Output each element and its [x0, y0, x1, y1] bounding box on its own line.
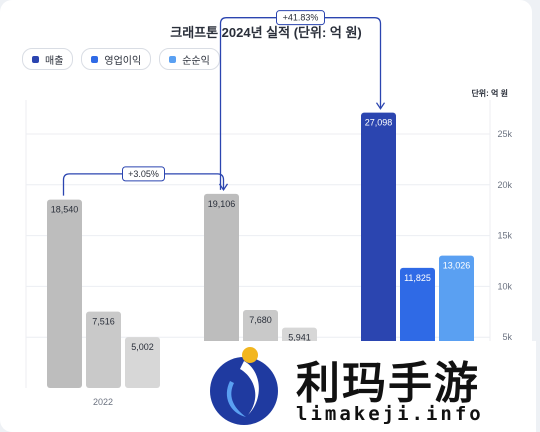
watermark-overlay: 利玛手游 limakeji.info	[196, 341, 536, 432]
y-tick-label: 10k	[497, 281, 512, 291]
legend-label-revenue: 매출	[45, 55, 64, 67]
bar-value-label: 5,002	[131, 342, 154, 352]
legend-label-operating-profit: 영업이익	[104, 55, 142, 67]
growth-badge	[122, 166, 165, 182]
bar	[47, 199, 82, 388]
y-tick-label: 25k	[497, 129, 512, 139]
bar-value-label: 5,941	[288, 333, 311, 343]
growth-badge-label: +41.83%	[283, 13, 319, 23]
bar-value-label: 27,098	[365, 118, 393, 128]
y-tick-label: 5k	[502, 332, 512, 342]
bar-value-label: 7,680	[249, 315, 272, 325]
bar-value-label: 11,825	[404, 273, 431, 283]
bar-value-label: 13,026	[443, 261, 471, 271]
legend-swatch-operating-profit	[91, 55, 99, 63]
bar-value-label: 7,516	[92, 317, 115, 327]
y-tick-label: 15k	[497, 231, 512, 241]
watermark-logo-icon	[210, 347, 278, 425]
bar-value-label: 18,540	[51, 205, 79, 215]
growth-badge-label: +3.05%	[128, 169, 159, 179]
bar	[86, 311, 121, 388]
bar	[125, 337, 160, 388]
bar	[204, 193, 239, 388]
growth-connector-line	[219, 17, 382, 190]
legend-item-net-profit[interactable]: 순순익	[159, 48, 220, 70]
watermark-title: 利玛手游	[296, 358, 480, 409]
unit-label: 단위: 억 원	[471, 89, 508, 98]
legend-swatch-net-profit	[169, 55, 177, 63]
legend-label-net-profit: 순순익	[182, 55, 210, 67]
bar-value-label: 19,106	[208, 199, 236, 209]
watermark-url: limakeji.info	[296, 403, 484, 425]
legend-swatch-revenue	[32, 55, 39, 63]
legend-item-operating-profit[interactable]: 영업이익	[81, 48, 152, 70]
chart-legend: 매출 영업이익 순순익	[22, 48, 220, 70]
bar	[361, 112, 396, 388]
legend-item-revenue[interactable]: 매출	[22, 48, 74, 70]
chart-title: 크래프톤 2024년 실적 (단위: 억 원)	[170, 25, 362, 40]
y-tick-label: 20k	[497, 180, 512, 190]
growth-badge	[276, 10, 325, 26]
x-tick-label: 2022	[93, 397, 113, 407]
growth-arrow-head	[375, 102, 386, 110]
